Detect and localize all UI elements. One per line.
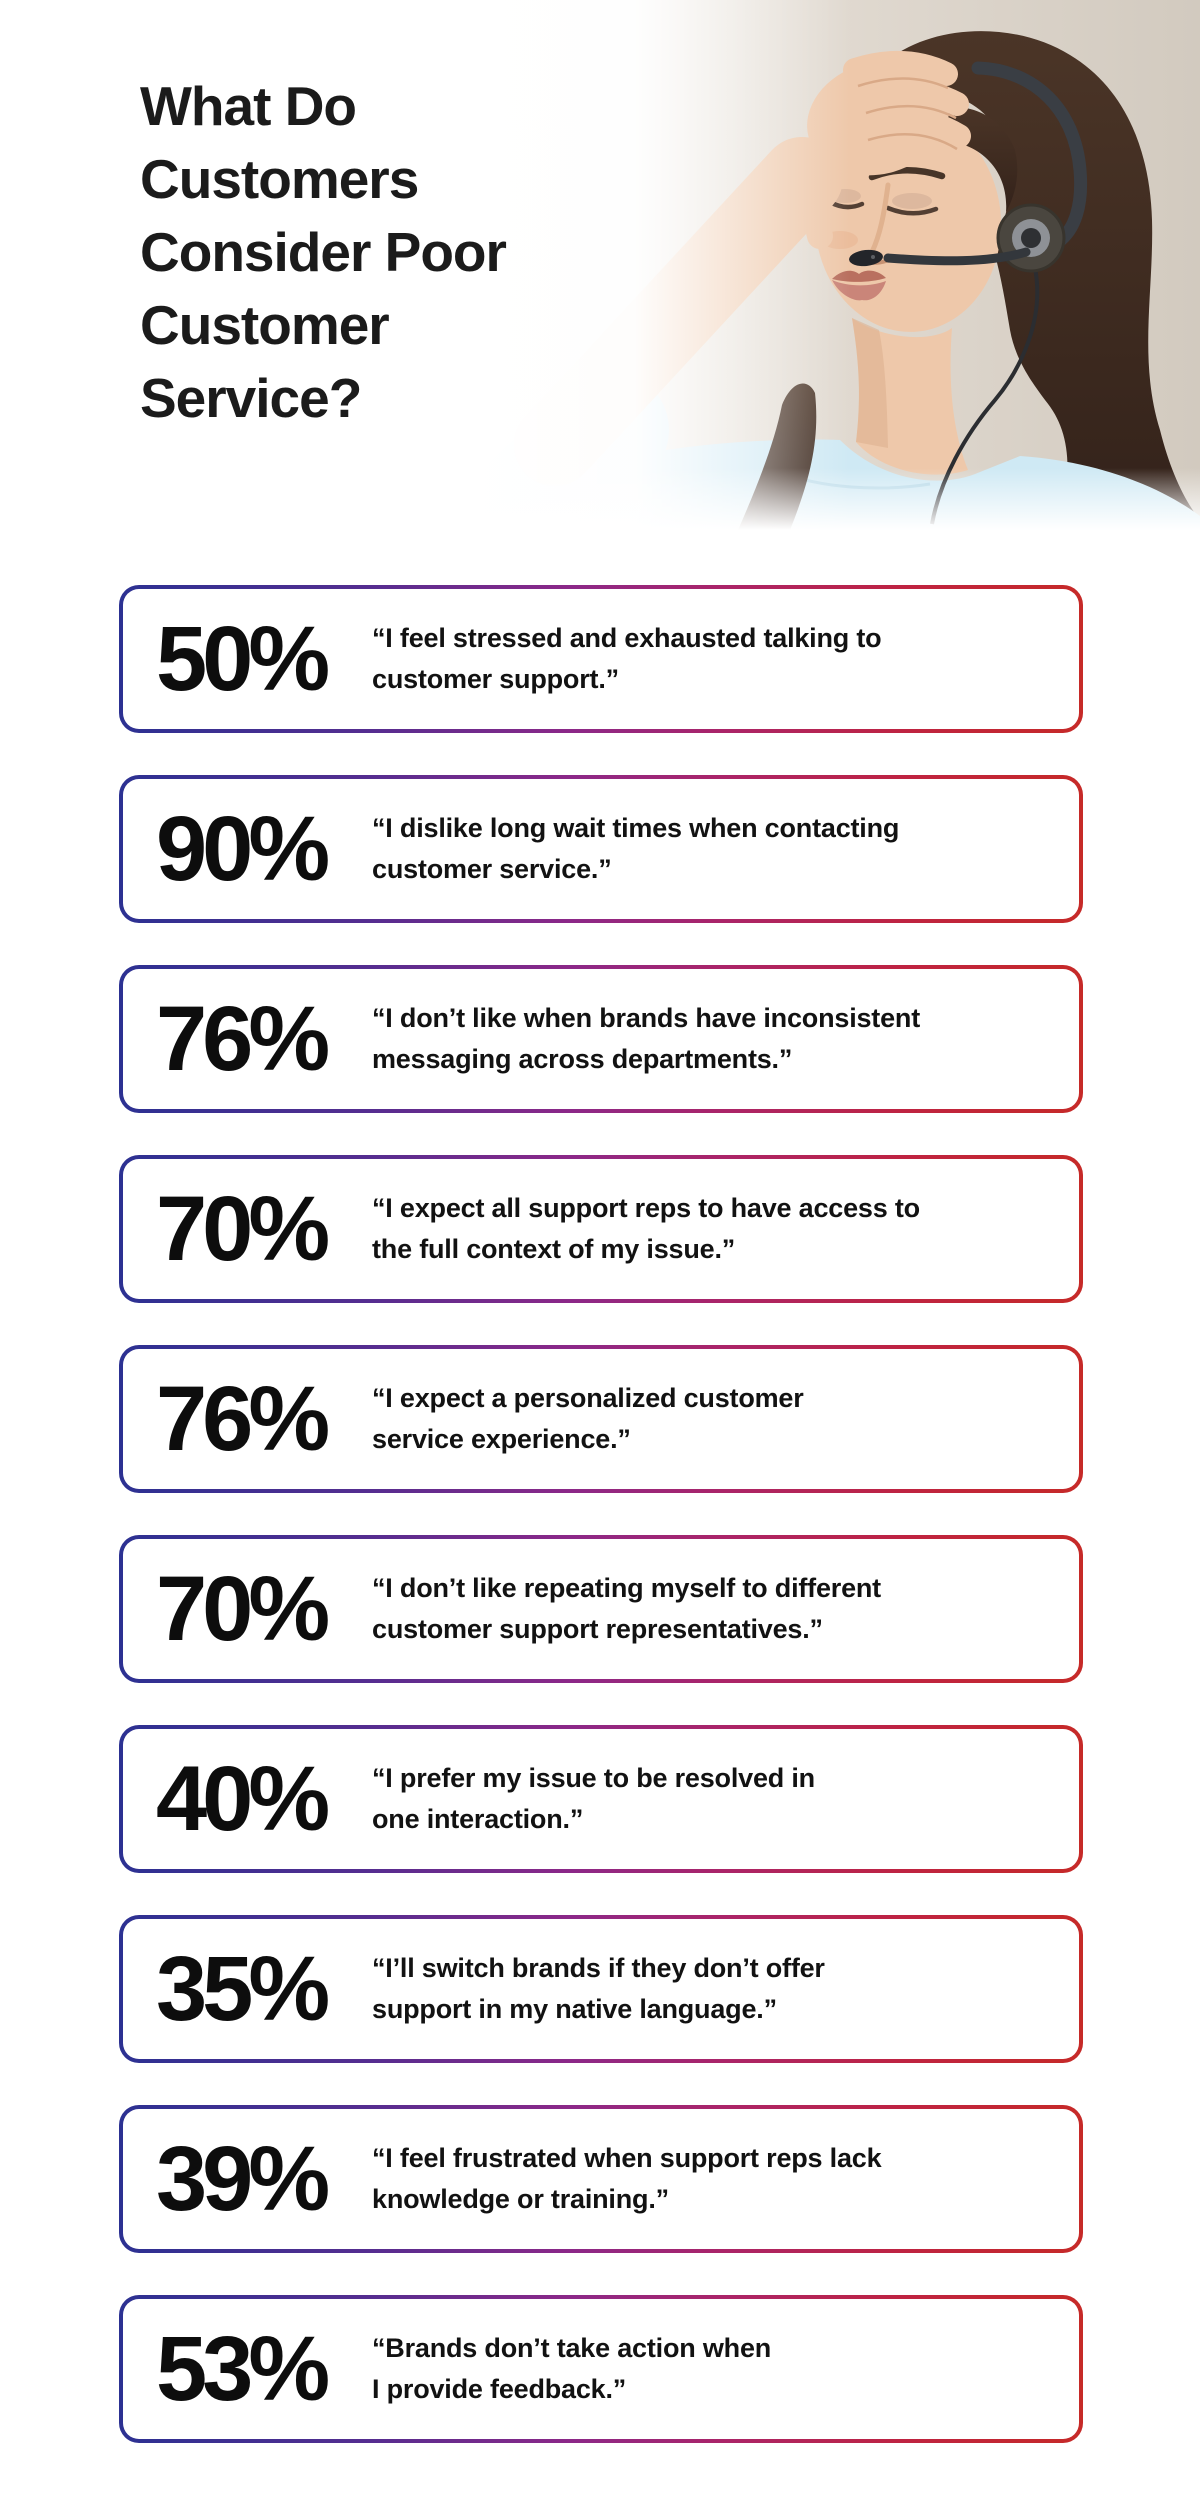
- quote-line: customer support representatives.”: [372, 1614, 823, 1644]
- stat-card: 35% “I’ll switch brands if they don’t of…: [119, 1915, 1083, 2063]
- title-line: Consider Poor: [140, 221, 507, 283]
- quote-line: knowledge or training.”: [372, 2184, 669, 2214]
- stat-quote: “I expect a personalized customer servic…: [372, 1378, 1079, 1460]
- quote-line: customer service.”: [372, 854, 612, 884]
- stat-card-inner: 90% “I dislike long wait times when cont…: [123, 779, 1079, 919]
- title-line: Customer: [140, 294, 390, 356]
- stat-card-inner: 40% “I prefer my issue to be resolved in…: [123, 1729, 1079, 1869]
- quote-line: customer support.”: [372, 664, 619, 694]
- quote-line: “I’ll switch brands if they don’t offer: [372, 1953, 825, 1983]
- headset-mic: [849, 247, 1031, 267]
- stat-card: 50% “I feel stressed and exhausted talki…: [119, 585, 1083, 733]
- photo-bottom-fade: [460, 468, 1200, 530]
- stressed-agent-illustration: [460, 0, 1200, 530]
- stressed-agent-photo: [460, 0, 1200, 530]
- quote-line: messaging across departments.”: [372, 1044, 793, 1074]
- stat-percent: 50%: [156, 607, 330, 710]
- stat-percent: 76%: [156, 987, 330, 1090]
- stat-card-inner: 39% “I feel frustrated when support reps…: [123, 2109, 1079, 2249]
- quote-line: the full context of my issue.”: [372, 1234, 736, 1264]
- stat-quote: “I feel frustrated when support reps lac…: [372, 2138, 1079, 2220]
- quote-line: “Brands don’t take action when: [372, 2333, 772, 2363]
- quote-line: support in my native language.”: [372, 1994, 777, 2024]
- stat-card-list: 50% “I feel stressed and exhausted talki…: [119, 585, 1083, 2443]
- quote-line: “I feel stressed and exhausted talking t…: [372, 623, 882, 653]
- stat-card: 39% “I feel frustrated when support reps…: [119, 2105, 1083, 2253]
- stat-percent: 40%: [156, 1747, 330, 1850]
- quote-line: “I don’t like when brands have inconsist…: [372, 1003, 920, 1033]
- title-line: What Do: [140, 75, 357, 137]
- title-line: Customers: [140, 148, 419, 210]
- stat-quote: “I dislike long wait times when contacti…: [372, 808, 1079, 890]
- stat-card-inner: 50% “I feel stressed and exhausted talki…: [123, 589, 1079, 729]
- stat-quote: “I prefer my issue to be resolved in one…: [372, 1758, 1079, 1840]
- stat-card: 53% “Brands don’t take action when I pro…: [119, 2295, 1083, 2443]
- stat-card-inner: 35% “I’ll switch brands if they don’t of…: [123, 1919, 1079, 2059]
- quote-line: “I expect a personalized customer: [372, 1383, 804, 1413]
- stat-percent: 70%: [156, 1557, 330, 1660]
- stat-quote: “I don’t like repeating myself to differ…: [372, 1568, 1079, 1650]
- stat-quote: “Brands don’t take action when I provide…: [372, 2328, 1079, 2410]
- page-title: What Do Customers Consider Poor Customer…: [140, 70, 507, 435]
- stat-quote: “I don’t like when brands have inconsist…: [372, 998, 1079, 1080]
- quote-line: “I don’t like repeating myself to differ…: [372, 1573, 881, 1603]
- quote-line: “I feel frustrated when support reps lac…: [372, 2143, 882, 2173]
- quote-line: “I expect all support reps to have acces…: [372, 1193, 920, 1223]
- stat-quote: “I feel stressed and exhausted talking t…: [372, 618, 1079, 700]
- stat-card-inner: 76% “I expect a personalized customer se…: [123, 1349, 1079, 1489]
- headset-band: [971, 61, 1088, 249]
- stat-card-inner: 53% “Brands don’t take action when I pro…: [123, 2299, 1079, 2439]
- stat-card-inner: 70% “I expect all support reps to have a…: [123, 1159, 1079, 1299]
- quote-line: service experience.”: [372, 1424, 631, 1454]
- woman-hair: [860, 31, 1200, 530]
- quote-line: I provide feedback.”: [372, 2374, 627, 2404]
- stat-quote: “I expect all support reps to have acces…: [372, 1188, 1079, 1270]
- neck-shadow: [852, 318, 888, 448]
- quote-line: one interaction.”: [372, 1804, 584, 1834]
- stat-percent: 53%: [156, 2317, 330, 2420]
- eyeshadow-right: [892, 193, 932, 209]
- stat-card-inner: 76% “I don’t like when brands have incon…: [123, 969, 1079, 1109]
- stat-card: 90% “I dislike long wait times when cont…: [119, 775, 1083, 923]
- eyebrow-right: [868, 167, 946, 181]
- quote-line: “I prefer my issue to be resolved in: [372, 1763, 815, 1793]
- stat-percent: 35%: [156, 1937, 330, 2040]
- headset-earpiece: [996, 203, 1066, 273]
- closed-eye-right: [885, 205, 939, 216]
- stat-percent: 39%: [156, 2127, 330, 2230]
- quote-line: “I dislike long wait times when contacti…: [372, 813, 900, 843]
- stat-card: 76% “I don’t like when brands have incon…: [119, 965, 1083, 1113]
- stat-quote: “I’ll switch brands if they don’t offer …: [372, 1948, 1079, 2030]
- stat-percent: 90%: [156, 797, 330, 900]
- stat-card-inner: 70% “I don’t like repeating myself to di…: [123, 1539, 1079, 1679]
- stat-card: 76% “I expect a personalized customer se…: [119, 1345, 1083, 1493]
- stat-card: 40% “I prefer my issue to be resolved in…: [119, 1725, 1083, 1873]
- nose: [869, 182, 891, 255]
- stat-percent: 76%: [156, 1367, 330, 1470]
- stat-card: 70% “I expect all support reps to have a…: [119, 1155, 1083, 1303]
- stat-card: 70% “I don’t like repeating myself to di…: [119, 1535, 1083, 1683]
- stat-percent: 70%: [156, 1177, 330, 1280]
- title-line: Service?: [140, 367, 362, 429]
- photo-left-fade: [460, 0, 850, 530]
